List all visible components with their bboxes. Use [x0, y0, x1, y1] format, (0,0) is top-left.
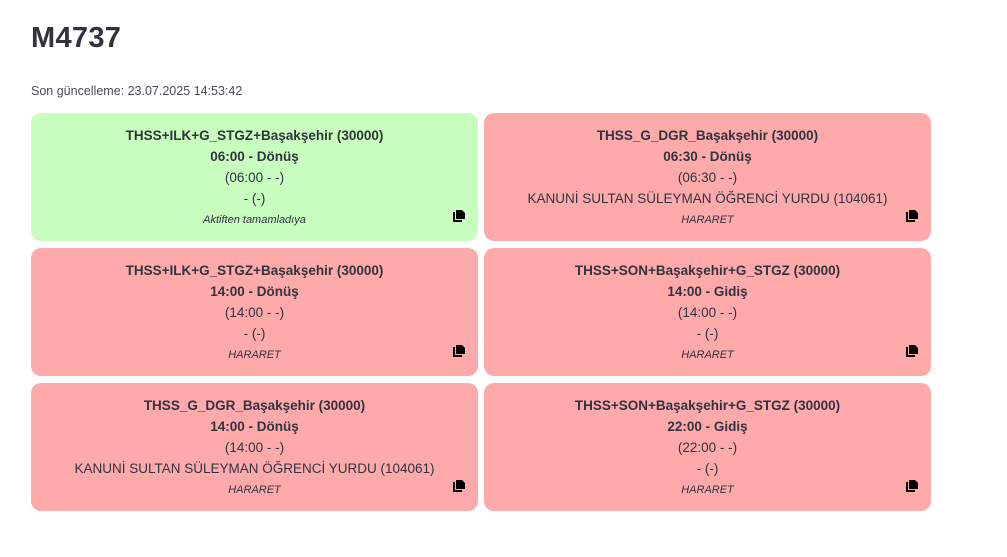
status-note: Aktiften tamamladıya [203, 214, 306, 226]
time-direction: 22:00 - Gidiş [667, 419, 748, 434]
status-note: HARARET [681, 349, 734, 361]
last-updated-text: Son güncelleme: 23.07.2025 14:53:42 [31, 84, 243, 98]
copy-icon [906, 345, 918, 357]
page-title: M4737 [31, 22, 122, 54]
time-direction: 14:00 - Dönüş [210, 284, 299, 299]
trip-card: THSS+ILK+G_STGZ+Başakşehir (30000) 06:00… [31, 113, 478, 241]
trip-card: THSS+ILK+G_STGZ+Başakşehir (30000) 14:00… [31, 248, 478, 376]
trip-card-grid: THSS+ILK+G_STGZ+Başakşehir (30000) 06:00… [31, 113, 931, 511]
copy-button[interactable] [452, 209, 466, 223]
location: - (-) [696, 326, 719, 341]
route-name: THSS+SON+Başakşehir+G_STGZ (30000) [574, 263, 841, 278]
time-direction: 14:00 - Dönüş [210, 419, 299, 434]
time-range: (14:00 - -) [224, 440, 285, 455]
copy-button[interactable] [905, 344, 919, 358]
route-name: THSS_G_DGR_Başakşehir (30000) [596, 128, 819, 143]
route-name: THSS_G_DGR_Başakşehir (30000) [143, 398, 366, 413]
time-range: (22:00 - -) [677, 440, 738, 455]
copy-button[interactable] [452, 479, 466, 493]
copy-icon [453, 480, 465, 492]
route-name: THSS+ILK+G_STGZ+Başakşehir (30000) [125, 128, 384, 143]
page: M4737 Son güncelleme: 23.07.2025 14:53:4… [0, 0, 1007, 511]
trip-card: THSS+SON+Başakşehir+G_STGZ (30000) 22:00… [484, 383, 931, 511]
time-range: (06:00 - -) [224, 170, 285, 185]
copy-button[interactable] [905, 479, 919, 493]
trip-card: THSS_G_DGR_Başakşehir (30000) 06:30 - Dö… [484, 113, 931, 241]
status-note: HARARET [228, 484, 281, 496]
location: - (-) [243, 326, 266, 341]
time-direction: 06:30 - Dönüş [663, 149, 752, 164]
route-name: THSS+SON+Başakşehir+G_STGZ (30000) [574, 398, 841, 413]
time-direction: 14:00 - Gidiş [667, 284, 748, 299]
trip-card: THSS+SON+Başakşehir+G_STGZ (30000) 14:00… [484, 248, 931, 376]
time-range: (14:00 - -) [224, 305, 285, 320]
time-range: (06:30 - -) [677, 170, 738, 185]
location: - (-) [243, 191, 266, 206]
copy-icon [906, 480, 918, 492]
copy-icon [453, 210, 465, 222]
route-name: THSS+ILK+G_STGZ+Başakşehir (30000) [125, 263, 384, 278]
copy-icon [906, 210, 918, 222]
location: - (-) [696, 461, 719, 476]
copy-button[interactable] [452, 344, 466, 358]
status-note: HARARET [681, 484, 734, 496]
time-direction: 06:00 - Dönüş [210, 149, 299, 164]
trip-card: THSS_G_DGR_Başakşehir (30000) 14:00 - Dö… [31, 383, 478, 511]
location: KANUNİ SULTAN SÜLEYMAN ÖĞRENCİ YURDU (10… [74, 461, 435, 476]
location: KANUNİ SULTAN SÜLEYMAN ÖĞRENCİ YURDU (10… [527, 191, 888, 206]
time-range: (14:00 - -) [677, 305, 738, 320]
status-note: HARARET [228, 349, 281, 361]
status-note: HARARET [681, 214, 734, 226]
copy-icon [453, 345, 465, 357]
copy-button[interactable] [905, 209, 919, 223]
